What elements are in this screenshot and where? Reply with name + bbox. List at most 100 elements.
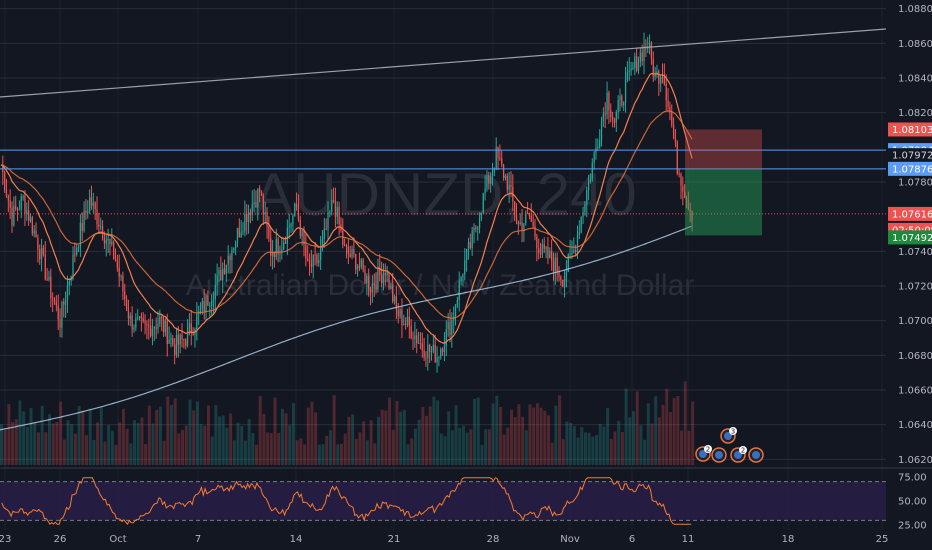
volume-bar xyxy=(569,422,573,465)
resistance-trendline xyxy=(0,28,887,98)
volume-bar xyxy=(447,411,451,465)
volume-bar xyxy=(114,444,118,465)
candle-body xyxy=(314,254,316,256)
candle-body xyxy=(100,226,102,228)
candle-body xyxy=(214,285,216,300)
candle-body xyxy=(118,267,120,277)
time-tick-label: 18 xyxy=(782,534,795,545)
volume-bar xyxy=(269,432,273,465)
candle-body xyxy=(334,200,337,217)
candle-body xyxy=(59,319,61,328)
volume-bar xyxy=(373,443,377,465)
candle-body xyxy=(526,212,529,214)
candle-body xyxy=(114,259,117,262)
candle-body xyxy=(465,249,468,261)
candle-body xyxy=(623,102,625,106)
candle-body xyxy=(349,254,351,257)
candle-body xyxy=(64,300,67,305)
candle-body xyxy=(329,211,331,213)
candle-body xyxy=(635,56,638,71)
candle-body xyxy=(401,309,403,326)
candle-body xyxy=(691,211,693,222)
volume-bar xyxy=(650,423,654,465)
price-tick-label: 1.06400 xyxy=(898,420,932,431)
price-tick-label: 1.06800 xyxy=(898,351,932,362)
candle-body xyxy=(685,198,688,200)
volume-bar xyxy=(439,433,443,465)
volume-bar xyxy=(77,405,81,465)
volume-bar xyxy=(358,432,362,465)
candle-body xyxy=(216,274,218,286)
candle-body xyxy=(98,224,100,227)
candle-body xyxy=(369,289,372,293)
candle-body xyxy=(478,218,481,229)
candle-body xyxy=(643,46,645,62)
candle-body xyxy=(571,253,573,255)
candle-body xyxy=(610,110,612,117)
price-tag xyxy=(888,206,932,221)
volume-bar xyxy=(528,404,532,465)
candle-body xyxy=(637,61,640,71)
candle-body xyxy=(639,52,641,62)
volume-bar xyxy=(624,388,628,465)
candle-body xyxy=(684,191,686,199)
candle-body xyxy=(31,217,33,234)
candle-body xyxy=(371,283,374,293)
volume-bar xyxy=(291,402,295,465)
candle-body xyxy=(523,223,525,231)
candle-body xyxy=(205,295,207,312)
candle-body xyxy=(24,196,26,214)
volume-bar xyxy=(351,414,355,465)
candle-body xyxy=(125,299,128,311)
volume-bar xyxy=(643,439,647,465)
candle-body xyxy=(356,265,359,270)
candle-body xyxy=(76,247,78,255)
candle-body xyxy=(547,246,549,259)
candle-body xyxy=(138,316,141,318)
candle-body xyxy=(107,238,109,241)
volume-bar xyxy=(303,444,307,465)
candle-body xyxy=(550,250,553,262)
volume-bar xyxy=(465,432,469,465)
candle-body xyxy=(179,334,181,345)
volume-bar xyxy=(40,405,44,465)
candle-body xyxy=(454,306,457,317)
volume-bar xyxy=(317,444,321,465)
price-tag-label: 1.07972 xyxy=(892,151,932,162)
volume-bar xyxy=(454,405,458,465)
price-tick-label: 1.08800 xyxy=(898,4,932,15)
volume-bar xyxy=(587,432,591,465)
candle-body xyxy=(565,271,568,277)
volume-bar xyxy=(506,427,510,465)
volume-bar xyxy=(121,408,125,465)
candle-body xyxy=(305,245,307,259)
candle-body xyxy=(281,249,283,254)
candle-body xyxy=(689,209,691,212)
candle-body xyxy=(96,209,98,225)
candle-body xyxy=(288,226,290,228)
badge-count-bg xyxy=(739,446,747,454)
candle-body xyxy=(464,260,466,275)
candle-body xyxy=(170,338,172,340)
candle-body xyxy=(229,255,231,261)
candle-body xyxy=(83,210,85,231)
candle-body xyxy=(615,112,617,123)
candle-body xyxy=(113,241,115,260)
candle-body xyxy=(586,190,588,205)
candle-body xyxy=(325,228,327,230)
candle-body xyxy=(399,309,401,317)
candle-body xyxy=(338,206,340,225)
volume-bar xyxy=(170,405,173,465)
candle-body xyxy=(68,280,70,286)
volume-bar xyxy=(668,412,672,465)
volume-bar xyxy=(554,405,558,465)
volume-bar xyxy=(595,435,599,465)
candle-body xyxy=(460,277,462,282)
candle-body xyxy=(273,252,276,258)
volume-bar xyxy=(199,424,203,465)
volume-bar xyxy=(255,444,258,465)
time-tick-label: 6 xyxy=(629,534,635,545)
time-tick-label: Nov xyxy=(560,534,580,545)
